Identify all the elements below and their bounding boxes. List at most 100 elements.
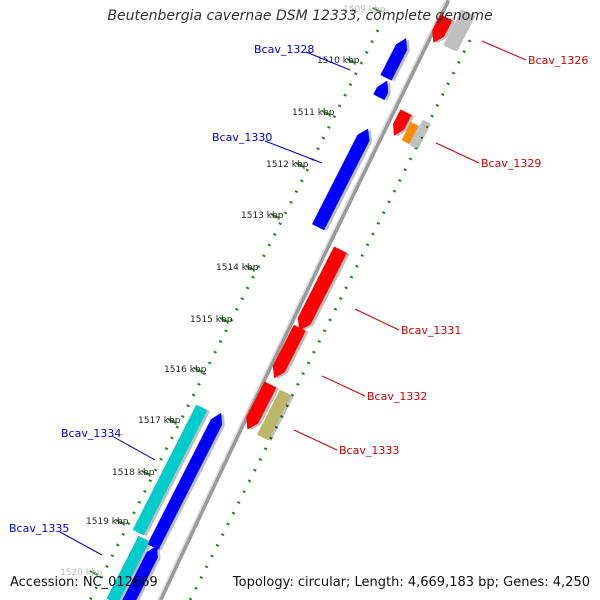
gene-label-bcav-1332[interactable]: Bcav_1332 xyxy=(321,375,427,403)
feature-bcav-1334[interactable] xyxy=(147,412,225,551)
scale-tick-mark xyxy=(346,58,356,64)
gene-label-bcav-1334[interactable]: Bcav_1334 xyxy=(61,427,156,461)
scale-tick-label: 1509 kbp xyxy=(343,5,386,15)
feature-bcav-1333-misc[interactable] xyxy=(256,389,294,441)
scale-tick-label: 1519 kbp xyxy=(86,517,129,527)
inner-dotted-track xyxy=(188,39,472,600)
gene-label-bcav-1329[interactable]: Bcav_1329 xyxy=(435,142,541,170)
genome-summary-text: Topology: circular; Length: 4,669,183 bp… xyxy=(232,575,590,590)
gene-label-bcav-1330[interactable]: Bcav_1330 xyxy=(212,131,323,164)
feature-bcav-1333-misc-body xyxy=(256,389,292,441)
feature-bcav-1328b-body xyxy=(373,80,389,101)
feature-bcav-1329[interactable] xyxy=(393,109,415,137)
feature-bcav-1335-body xyxy=(106,535,150,600)
leader-line xyxy=(59,531,103,556)
scale-tick: 1510 kbp xyxy=(317,56,360,66)
scale-tick: 1518 kbp xyxy=(112,468,155,478)
feature-bcav-1331[interactable] xyxy=(297,246,350,332)
scale-tick: 1509 kbp xyxy=(343,5,386,15)
scale-tick: 1515 kbp xyxy=(190,315,233,325)
gene-label-bcav-1328[interactable]: Bcav_1328 xyxy=(254,43,351,71)
backbone-highlight xyxy=(157,0,447,600)
feature-bcav-1329-trna-body xyxy=(401,121,419,145)
feature-bcav-1326[interactable] xyxy=(432,14,456,44)
scale-tick-label: 1512 kbp xyxy=(266,160,309,170)
gene-label-text: Bcav_1335 xyxy=(9,522,69,535)
scale-tick-label: 1520 kbp xyxy=(60,568,103,578)
scale-tick-label: 1511 kbp xyxy=(292,108,335,118)
feature-bcav-1328a-body xyxy=(380,37,408,81)
scale-tick: 1514 kbp xyxy=(216,263,259,273)
gene-label-bcav-1331[interactable]: Bcav_1331 xyxy=(354,308,461,337)
scale-tick-mark xyxy=(372,7,382,13)
feature-bcav-1326-misc[interactable] xyxy=(443,9,476,52)
scale-tick-mark xyxy=(245,265,255,271)
feature-bcav-1329-trna[interactable] xyxy=(401,121,422,145)
scale-tick-label: 1516 kbp xyxy=(164,365,207,375)
scale-tick-label: 1518 kbp xyxy=(112,468,155,478)
gene-label-text: Bcav_1333 xyxy=(339,444,399,457)
gene-label-bcav-1326[interactable]: Bcav_1326 xyxy=(481,40,588,67)
gene-label-text: Bcav_1330 xyxy=(212,131,272,144)
scale-tick-mark xyxy=(167,418,177,424)
feature-bcav-1328b[interactable] xyxy=(373,80,391,101)
gene-label-text: Bcav_1328 xyxy=(254,43,314,56)
leader-line xyxy=(264,140,323,164)
feature-bcav-1333[interactable] xyxy=(246,381,280,431)
scale-tick-label: 1513 kbp xyxy=(241,211,284,221)
scale-tick-mark xyxy=(270,213,280,219)
map-title: Beutenbergia cavernae DSM 12333, complet… xyxy=(107,8,493,24)
accession-text: Accession: NC_012669 xyxy=(10,575,158,590)
feature-bcav-1329-misc[interactable] xyxy=(409,119,432,149)
feature-bcav-1329-body xyxy=(393,109,412,137)
scale-tick-label: 1515 kbp xyxy=(190,315,233,325)
gene-label-text: Bcav_1329 xyxy=(481,157,541,170)
feature-bcav-1326-body xyxy=(432,14,453,43)
leader-line xyxy=(321,375,366,397)
scale-tick: 1519 kbp xyxy=(86,517,129,527)
leader-line xyxy=(481,40,527,61)
scale-tick: 1512 kbp xyxy=(266,160,309,170)
feature-bcav-1333-body xyxy=(246,381,277,430)
gene-label-text: Bcav_1332 xyxy=(367,390,427,403)
gene-label-bcav-1335[interactable]: Bcav_1335 xyxy=(9,522,103,556)
scale-tick-label: 1510 kbp xyxy=(317,56,360,66)
feature-bcav-1330[interactable] xyxy=(311,128,373,231)
feature-bcav-1334-rrna-body xyxy=(132,404,208,536)
scale-tick-mark xyxy=(295,162,305,168)
leader-line xyxy=(354,308,400,331)
leader-line xyxy=(293,429,338,451)
feature-bcav-1329-misc-body xyxy=(409,119,429,149)
scale-tick: 1511 kbp xyxy=(292,108,335,118)
backbone-line xyxy=(157,0,451,600)
feature-bcav-1335[interactable] xyxy=(106,535,153,600)
gene-label-text: Bcav_1334 xyxy=(61,427,121,440)
leader-line xyxy=(305,51,351,71)
feature-bcav-1334-body xyxy=(147,412,223,550)
scale-tick: 1516 kbp xyxy=(164,365,207,375)
feature-bcav-1328a[interactable] xyxy=(380,37,410,82)
scale-tick-mark xyxy=(219,317,229,323)
gene-label-text: Bcav_1326 xyxy=(528,54,588,67)
scale-tick-label: 1517 kbp xyxy=(138,416,181,426)
feature-bcav-1334-rrna[interactable] xyxy=(132,404,211,537)
feature-bcav-1331-body xyxy=(297,246,347,331)
leader-line xyxy=(435,142,480,164)
feature-bcav-1330-body xyxy=(311,128,370,231)
feature-bcav-1332[interactable] xyxy=(272,324,309,379)
feature-bcav-1335-cds-body xyxy=(122,545,158,600)
gene-features xyxy=(106,9,476,600)
leader-line xyxy=(111,435,156,461)
dotted-tracks xyxy=(88,29,472,600)
scale-tick-label: 1514 kbp xyxy=(216,263,259,273)
gene-label-bcav-1333[interactable]: Bcav_1333 xyxy=(293,429,399,457)
gene-labels: Bcav_1326 Bcav_1328 Bcav_1329 Bcav_1330 Bcav… xyxy=(9,40,588,556)
feature-bcav-1326-misc-body xyxy=(443,9,473,51)
gene-label-text: Bcav_1331 xyxy=(401,324,461,337)
scale-tick: 1520 kbp xyxy=(60,568,103,578)
scale-tick-mark xyxy=(89,570,99,576)
feature-bcav-1335-cds[interactable] xyxy=(122,545,161,600)
scale-tick: 1513 kbp xyxy=(241,211,284,221)
